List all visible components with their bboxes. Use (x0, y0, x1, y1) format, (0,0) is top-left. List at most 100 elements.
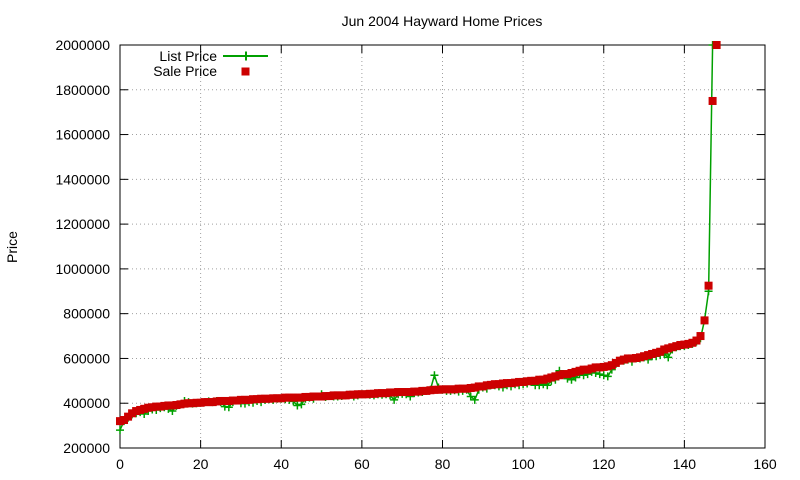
list-price-point (664, 353, 673, 362)
sale-price-point (708, 96, 717, 105)
sale-price-point (128, 409, 137, 418)
sale-price-point (438, 385, 447, 394)
sale-price-point (567, 368, 576, 377)
sale-price-point (539, 375, 548, 384)
sale-price-point (535, 375, 544, 384)
axis-ticks: 200000 400000 600000 800000 1000000 1200000 14… (55, 37, 776, 472)
y-tick-label: 800000 (63, 306, 110, 322)
sale-price-point (648, 349, 657, 358)
sale-price-point (402, 388, 411, 397)
sale-price-point (688, 338, 697, 347)
x-tick-label: 100 (511, 456, 535, 472)
sale-price-point (382, 389, 391, 398)
sale-price-point (507, 379, 516, 388)
sale-price-point (245, 395, 253, 404)
sale-price-point (273, 394, 282, 403)
sale-price-point (293, 393, 302, 402)
sale-price-point (494, 380, 503, 389)
sale-price-point (192, 398, 201, 407)
list-price-point (297, 400, 306, 409)
sale-price-point (579, 365, 588, 374)
sale-price-point (196, 398, 205, 407)
sale-price-point (696, 332, 705, 341)
sale-price-point (486, 380, 495, 389)
legend: List Price Sale Price (153, 48, 268, 79)
sale-price-point (523, 377, 532, 386)
x-tick-label: 0 (116, 456, 124, 472)
sale-price-point (627, 354, 636, 363)
sale-price-point (559, 370, 568, 379)
sale-price-point (490, 380, 499, 389)
sale-price-point (704, 281, 713, 290)
x-tick-label: 120 (592, 456, 616, 472)
list-price-point (116, 426, 124, 435)
sale-price-point (660, 345, 669, 354)
sale-price-point (454, 384, 463, 393)
sale-price-point (406, 388, 415, 397)
sale-price-point (253, 395, 262, 404)
sale-price-point (321, 392, 330, 401)
legend-label-sale-price: Sale Price (153, 63, 217, 79)
list-price-point (595, 370, 604, 379)
sale-price-point (345, 390, 354, 399)
sale-price-point (325, 392, 334, 401)
sale-price-point (269, 394, 278, 403)
sale-price-point (410, 387, 419, 396)
plot-area (116, 41, 721, 435)
sale-price-point (301, 392, 310, 401)
x-tick-label: 140 (673, 456, 697, 472)
sale-price-point (240, 395, 249, 404)
y-tick-label: 600000 (63, 350, 110, 366)
y-axis-label: Price (4, 231, 20, 263)
sale-price-point (587, 364, 596, 373)
sale-price-point (378, 389, 387, 398)
sale-price-point (466, 383, 475, 392)
sale-price-point (434, 385, 443, 394)
sale-price-point (636, 353, 645, 362)
sale-price-point (289, 393, 298, 402)
list-price-point (293, 401, 302, 410)
sale-price-point (470, 383, 479, 392)
sale-price-point (357, 390, 366, 399)
sale-price-point (680, 340, 689, 349)
y-tick-label: 1600000 (55, 127, 110, 143)
sale-price-point (595, 363, 604, 372)
sale-price-point (333, 391, 342, 400)
sale-price-point (365, 389, 374, 398)
sale-price-point (547, 373, 556, 382)
sale-price-point (176, 400, 185, 409)
list-price-point (567, 375, 576, 384)
sale-price-point (277, 394, 286, 403)
sale-price-point (309, 392, 318, 401)
sale-price-point (236, 395, 245, 404)
sale-price-point (124, 412, 133, 421)
sale-price-point (285, 393, 294, 402)
sale-price-point (563, 370, 572, 379)
sale-price-point (156, 402, 165, 411)
sale-price-point (555, 371, 564, 380)
sale-price-point (148, 403, 157, 412)
sale-price-point (168, 401, 177, 410)
sale-price-point (672, 342, 681, 351)
sale-price-point (172, 401, 181, 410)
sale-price-point (632, 353, 640, 362)
sale-price-point (386, 388, 395, 397)
sale-price-point (361, 390, 370, 399)
sale-price-point (446, 385, 455, 394)
series-line-list-price (119, 44, 717, 431)
sale-price-point (281, 393, 290, 402)
sale-price-point (140, 404, 149, 413)
sale-price-point (623, 354, 632, 363)
legend-marker-list-price (241, 51, 251, 61)
sale-price-point (511, 378, 520, 387)
sale-price-point (700, 316, 709, 325)
sale-price-point (571, 367, 580, 376)
sale-price-point (212, 397, 221, 406)
sale-price-point (374, 389, 382, 398)
sale-price-point (551, 372, 560, 381)
chart-title: Jun 2004 Hayward Home Prices (342, 13, 543, 29)
y-tick-label: 1800000 (55, 82, 110, 98)
sale-price-point (575, 366, 584, 375)
sale-price-point (462, 384, 471, 393)
